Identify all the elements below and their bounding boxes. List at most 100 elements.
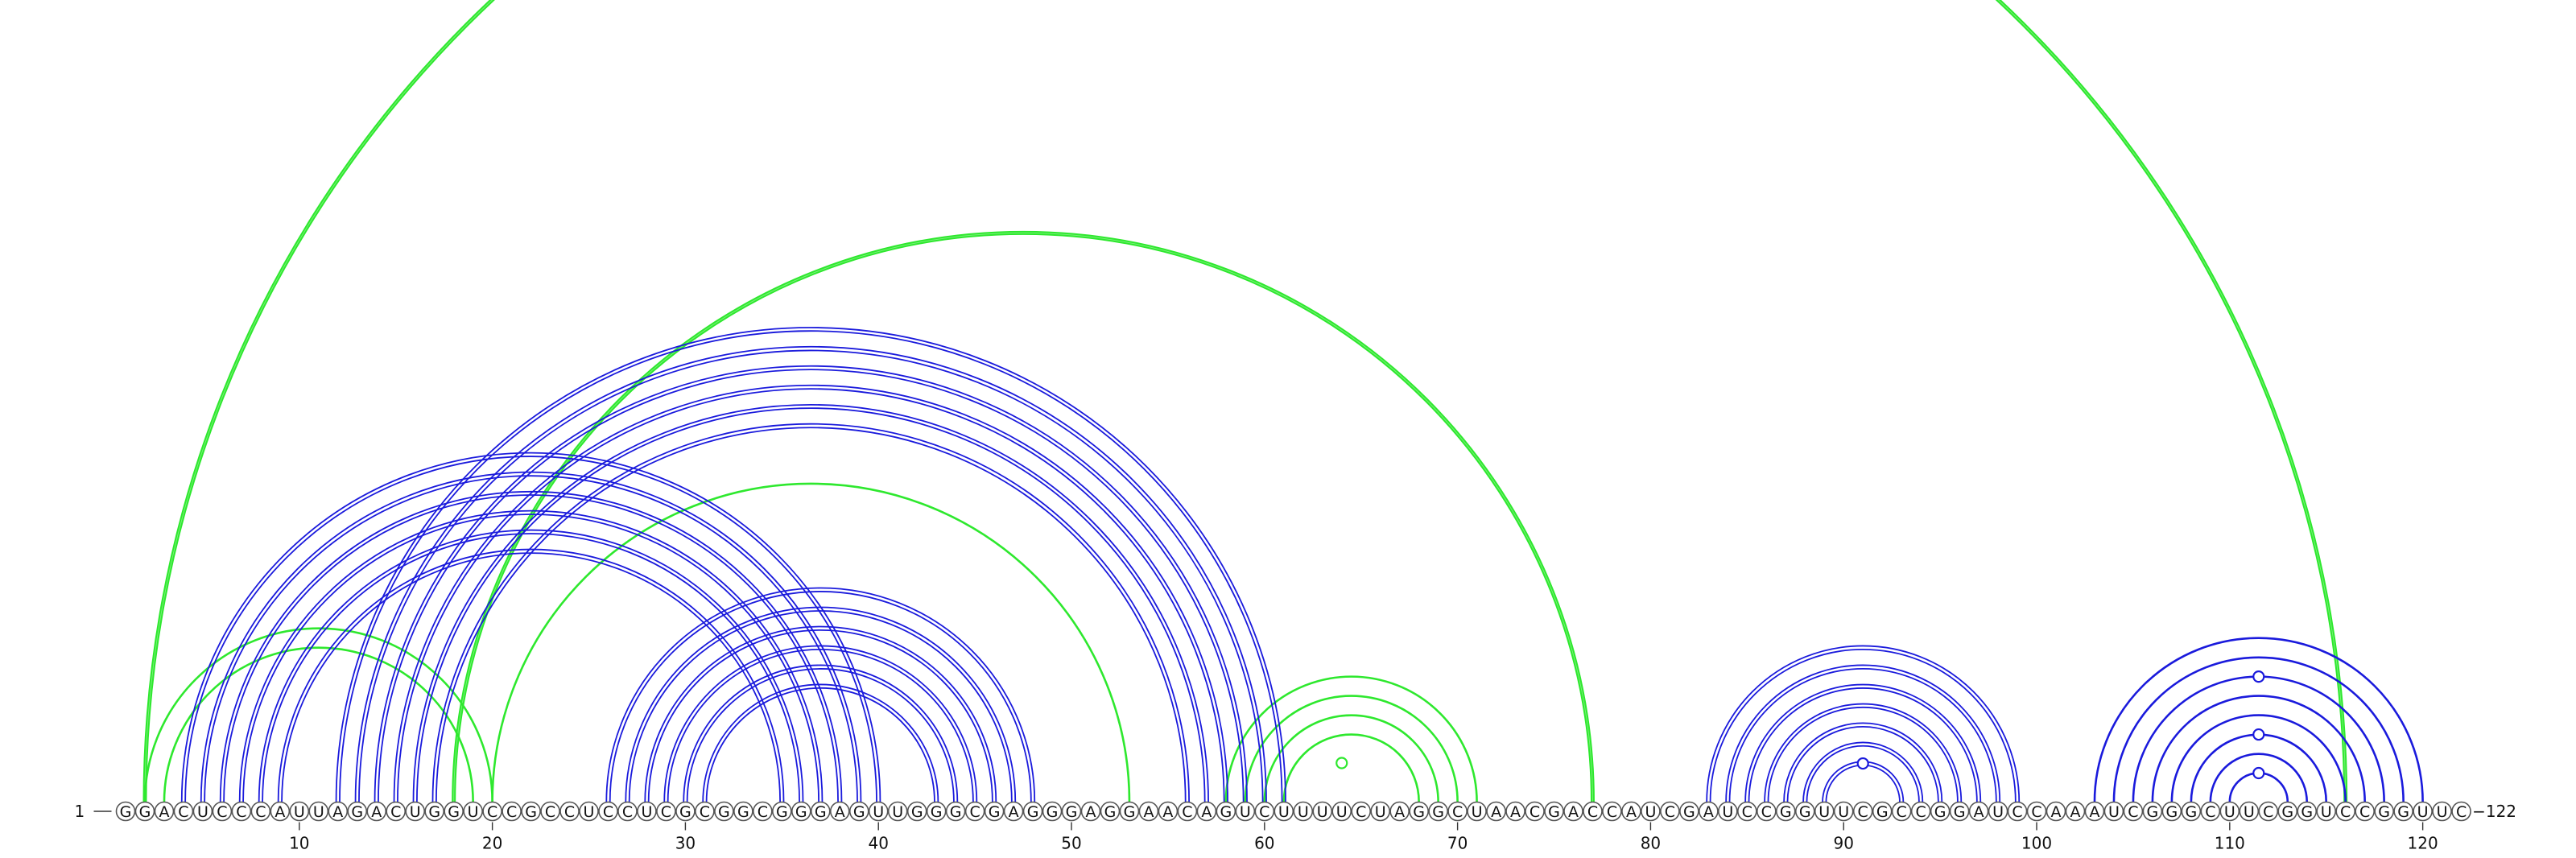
axis-ticks: 10 20 30 40 50 60 70 80 90 100 110 120 [289,822,2438,853]
nucleotide-letter: C [217,803,227,821]
nucleotide: U [1312,801,1333,822]
nucleotide-circle [1910,801,1931,822]
nucleotide-circle [733,801,753,822]
nucleotide: U [579,801,599,822]
nucleotide: G [733,801,753,822]
nucleotide: C [2007,801,2028,822]
nucleotide: G [1949,801,1970,822]
nucleotide: G [2393,801,2413,822]
nucleotide-circle [212,801,233,822]
nucleotide-letter: C [1665,803,1675,821]
nucleotide-circle [1138,801,1159,822]
nucleotide: G [1794,801,1815,822]
nucleotide-letter: G [1066,803,1078,821]
nucleotide: U [637,801,657,822]
nucleotide-letter: C [2340,803,2351,821]
nucleotide-letter: G [1780,803,1792,821]
nucleotide-circle [1080,801,1101,822]
nucleotide: G [1428,801,1448,822]
tick-label: 10 [289,834,309,853]
axis-tick-90: 90 [1833,822,1854,853]
nucleotide-letter: C [1452,803,1463,821]
nucleotide: C [1737,801,1757,822]
nucleotide-letter: U [1336,803,1348,821]
nucleotide-letter: A [1703,803,1714,821]
tick-label: 30 [675,834,696,853]
nucleotide-letter: G [1104,803,1117,821]
nucleotide-letter: C [1761,803,1772,821]
nucleotide-circle [675,801,696,822]
base-pair-arc-16-57-outer [412,403,1209,802]
nucleotide-circle [1370,801,1390,822]
nucleotide-letter: G [120,803,132,821]
nucleotide-circle [1119,801,1140,822]
nucleotide-circle [2239,801,2260,822]
axis-tick-60: 60 [1254,822,1275,853]
nucleotide: A [1158,801,1179,822]
base-pair-arc-88-94-inner [1806,745,1920,802]
nucleotide-circle [2355,801,2375,822]
nucleotide-letter: A [1086,803,1096,821]
nucleotide-circle [1583,801,1603,822]
nucleotide-circle [1505,801,1525,822]
base-pair-arc-28-46-inner [647,629,993,802]
tick-label: 60 [1254,834,1274,853]
nucleotide: G [772,801,792,822]
nucleotide: C [2026,801,2047,822]
base-pair-arc-2-20 [143,627,493,802]
nucleotide: U [1370,801,1390,822]
base-pair-arc-26-48-inner [609,591,1032,802]
nucleotide: G [2277,801,2298,822]
junction-marker [2252,766,2265,780]
nucleotide-circle [328,801,349,822]
nucleotide-circle [2142,801,2163,822]
tick-label: 90 [1833,834,1853,853]
nucleotide-letter: A [1510,803,1521,821]
base-pair-arc-30-44-inner [686,668,955,802]
axis-tick-40: 40 [868,822,889,853]
backbone-layer: 1 −122 [75,802,2517,821]
base-pair-arc-106-117 [2151,695,2366,802]
nucleotide-circle [1158,801,1179,822]
base-pair-arc-60-69 [1263,714,1439,802]
nucleotide-letter: G [1799,803,1811,821]
nucleotide: C [1602,801,1622,822]
nucleotide: U [289,801,310,822]
nucleotide-circle [2161,801,2182,822]
nucleotide: G [791,801,811,822]
nucleotide-circle [2123,801,2144,822]
tick-label: 120 [2408,834,2438,853]
nucleotide-circle [463,801,483,822]
nucleotide-letter: A [1491,803,1501,821]
base-pair-arc-17-56-outer [431,423,1190,802]
nucleotide: A [1389,801,1410,822]
nucleotide-circle [154,801,175,822]
nucleotide-letter: C [1915,803,1926,821]
base-pair-arc-86-96-inner [1767,706,1959,802]
nucleotide-circle [1699,801,1719,822]
nucleotide: U [2316,801,2337,822]
nucleotide-circle [289,801,310,822]
nucleotide-letter: A [1568,803,1579,821]
nucleotide-letter: U [1992,803,2004,821]
nucleotide-letter: U [313,803,324,821]
nucleotide-circle [868,801,889,822]
nucleotide-letter: G [1220,803,1232,821]
nucleotide-circle [115,801,136,822]
nucleotide-circle [1235,801,1256,822]
axis-tick-30: 30 [675,822,696,853]
nucleotide-circle [906,801,927,822]
nucleotide: U [1331,801,1352,822]
nucleotide-letter: G [815,803,827,821]
nucleotide-letter: U [873,803,884,821]
nucleotide: A [829,801,850,822]
tick-label: 20 [482,834,502,853]
nucleotide-circle [810,801,831,822]
nucleotide-circle [753,801,773,822]
nucleotide: G [1544,801,1564,822]
nucleotide: C [1757,801,1777,822]
base-pair-arc-85-97-outer [1744,683,1982,802]
base-pair-arc-83-99-outer [1706,645,2021,802]
nucleotide: C [2451,801,2471,822]
